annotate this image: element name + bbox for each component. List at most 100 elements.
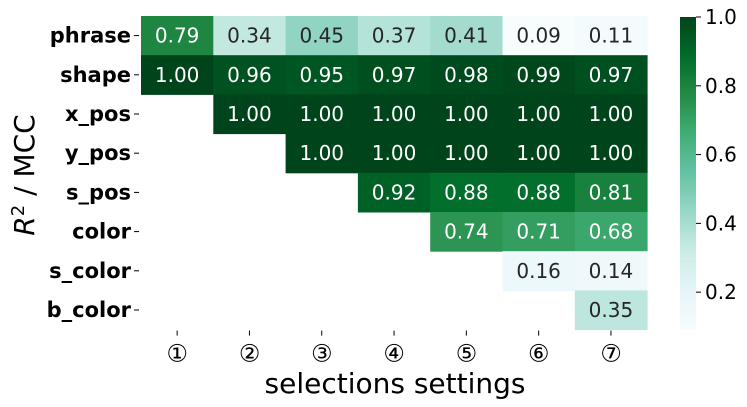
heatmap-cell bbox=[357, 133, 431, 174]
y-tick-label: y_pos bbox=[65, 141, 131, 165]
heatmap-cell bbox=[502, 212, 576, 252]
heatmap-cell bbox=[502, 172, 576, 213]
heatmap-cell bbox=[285, 94, 359, 135]
colorbar-gradient bbox=[680, 17, 696, 330]
cell-value-label: 0.88 bbox=[444, 180, 489, 204]
x-tick-label: ⑥ bbox=[528, 340, 550, 368]
cell-value-label: 0.92 bbox=[372, 180, 417, 204]
heatmap-cell bbox=[285, 55, 359, 95]
heatmap-cell bbox=[502, 251, 576, 291]
heatmap-cell bbox=[430, 212, 503, 252]
y-axis-title-main: R bbox=[8, 216, 41, 235]
heatmap-cell bbox=[357, 172, 431, 213]
cell-value-label: 1.00 bbox=[155, 63, 200, 87]
heatmap-cell bbox=[502, 94, 576, 135]
cell-value-label: 1.00 bbox=[299, 102, 344, 126]
x-tick-label: ① bbox=[166, 340, 188, 368]
heatmap-cell bbox=[430, 16, 503, 56]
cell-value-label: 1.00 bbox=[589, 141, 634, 165]
colorbar-tick-label: 0.6 bbox=[705, 143, 737, 167]
x-tick-label: ⑤ bbox=[456, 340, 478, 368]
heatmap-cell bbox=[502, 133, 576, 174]
heatmap-cell bbox=[574, 251, 648, 291]
colorbar-tick-label: 0.2 bbox=[705, 280, 737, 304]
y-axis-title-rest: / MCC bbox=[8, 114, 41, 205]
cell-value-label: 0.68 bbox=[589, 220, 634, 244]
y-tick-label: s_color bbox=[49, 259, 132, 283]
x-tick-label: ③ bbox=[311, 340, 333, 368]
colorbar-tick-label: 0.4 bbox=[705, 211, 737, 235]
y-tick-label: s_pos bbox=[66, 180, 131, 204]
cell-value-label: 1.00 bbox=[444, 141, 489, 165]
heatmap-cell bbox=[574, 16, 648, 56]
cell-value-label: 1.00 bbox=[299, 141, 344, 165]
cell-value-label: 0.45 bbox=[299, 24, 344, 48]
cell-value-label: 1.00 bbox=[372, 141, 417, 165]
cell-value-label: 1.00 bbox=[227, 102, 272, 126]
heatmap-cell bbox=[430, 172, 503, 213]
heatmap-cell bbox=[357, 94, 431, 135]
heatmap-cell bbox=[430, 94, 503, 135]
heatmap-cell bbox=[430, 133, 503, 174]
heatmap-cell bbox=[574, 212, 648, 252]
cell-value-label: 0.37 bbox=[372, 24, 417, 48]
x-axis-title: selections settings bbox=[265, 367, 526, 400]
x-tick-labels: ① ② ③ ④ ⑤ ⑥ ⑦ bbox=[166, 330, 622, 368]
heatmap-cell bbox=[357, 55, 431, 95]
x-tick-label: ② bbox=[239, 340, 261, 368]
colorbar-ticks: 0.2 0.4 0.6 0.8 1.0 bbox=[696, 5, 737, 304]
cell-value-label: 0.95 bbox=[299, 63, 344, 87]
cell-value-label: 0.16 bbox=[516, 259, 561, 283]
cell-value-label: 0.11 bbox=[589, 24, 634, 48]
cell-value-label: 1.00 bbox=[444, 102, 489, 126]
heatmap-cell bbox=[213, 16, 287, 56]
y-tick-label: b_color bbox=[47, 298, 132, 322]
cell-value-label: 0.96 bbox=[227, 63, 272, 87]
cell-value-label: 1.00 bbox=[516, 141, 561, 165]
x-tick-label: ⑦ bbox=[600, 340, 622, 368]
cell-value-label: 0.74 bbox=[444, 220, 489, 244]
heatmap-cell bbox=[141, 55, 214, 95]
cell-value-label: 0.41 bbox=[444, 24, 489, 48]
heatmap-cell bbox=[574, 290, 648, 331]
y-axis-title: R2 / MCC bbox=[8, 114, 41, 235]
heatmap-cells: 0.79 0.34 0.45 0.37 0.41 0.09 0.11 1.00 0.96 0.95… bbox=[141, 16, 648, 331]
heatmap-cell bbox=[574, 55, 648, 95]
cell-value-label: 0.14 bbox=[589, 259, 634, 283]
colorbar-tick-label: 1.0 bbox=[705, 5, 737, 29]
cell-value-label: 0.09 bbox=[516, 24, 561, 48]
y-axis-title-sup: 2 bbox=[8, 205, 29, 216]
y-tick-label: x_pos bbox=[65, 102, 131, 126]
heatmap-cell bbox=[574, 172, 648, 213]
cell-value-label: 0.81 bbox=[589, 180, 634, 204]
cell-value-label: 1.00 bbox=[372, 102, 417, 126]
heatmap-cell bbox=[574, 133, 648, 174]
cell-value-label: 0.97 bbox=[372, 63, 417, 87]
heatmap-cell bbox=[285, 16, 359, 56]
colorbar-tick-label: 0.8 bbox=[705, 74, 737, 98]
heatmap-cell bbox=[574, 94, 648, 135]
cell-value-label: 1.00 bbox=[516, 102, 561, 126]
x-tick-label: ④ bbox=[383, 340, 405, 368]
cell-value-label: 0.34 bbox=[227, 24, 272, 48]
colorbar: 0.2 0.4 0.6 0.8 1.0 bbox=[680, 5, 737, 330]
heatmap-cell bbox=[502, 16, 576, 56]
y-tick-label: shape bbox=[60, 63, 131, 87]
heatmap-cell bbox=[357, 16, 431, 56]
cell-value-label: 0.35 bbox=[589, 298, 634, 322]
heatmap-cell bbox=[285, 133, 359, 174]
heatmap-cell bbox=[502, 55, 576, 95]
cell-value-label: 0.88 bbox=[516, 180, 561, 204]
heatmap-cell bbox=[213, 55, 287, 95]
y-tick-label: color bbox=[72, 220, 132, 244]
cell-value-label: 0.71 bbox=[516, 220, 561, 244]
cell-value-label: 0.97 bbox=[589, 63, 634, 87]
heatmap-cell bbox=[141, 16, 214, 56]
cell-value-label: 0.98 bbox=[444, 63, 489, 87]
y-tick-label: phrase bbox=[50, 24, 131, 48]
cell-value-label: 0.99 bbox=[516, 63, 561, 87]
heatmap-cell bbox=[213, 94, 287, 135]
heatmap-cell bbox=[430, 55, 503, 95]
